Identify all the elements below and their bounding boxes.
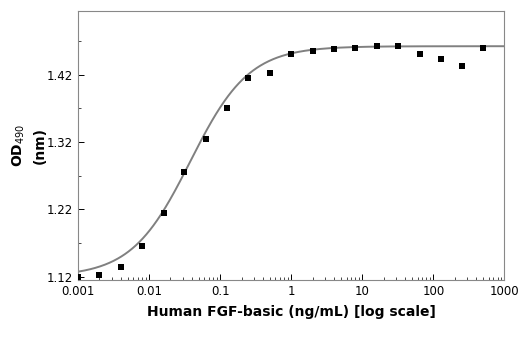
Point	[202, 136, 210, 141]
Point	[458, 64, 466, 69]
Point	[95, 273, 103, 278]
Point	[437, 56, 445, 62]
Point	[160, 210, 168, 215]
X-axis label: Human FGF-basic (ng/mL) [log scale]: Human FGF-basic (ng/mL) [log scale]	[147, 305, 436, 319]
Point	[330, 46, 338, 52]
Point	[74, 274, 82, 279]
Point	[373, 43, 381, 49]
Point	[394, 43, 402, 49]
Point	[266, 70, 274, 76]
Point	[287, 51, 295, 57]
Point	[180, 169, 188, 175]
Point	[116, 264, 125, 270]
Point	[223, 105, 231, 111]
Point	[244, 75, 253, 81]
Point	[308, 48, 317, 54]
Text: $\mathregular{OD}_{490}$
(nm): $\mathregular{OD}_{490}$ (nm)	[11, 124, 47, 167]
Point	[479, 45, 487, 50]
Point	[351, 45, 359, 50]
Point	[138, 244, 146, 249]
Point	[415, 51, 424, 57]
